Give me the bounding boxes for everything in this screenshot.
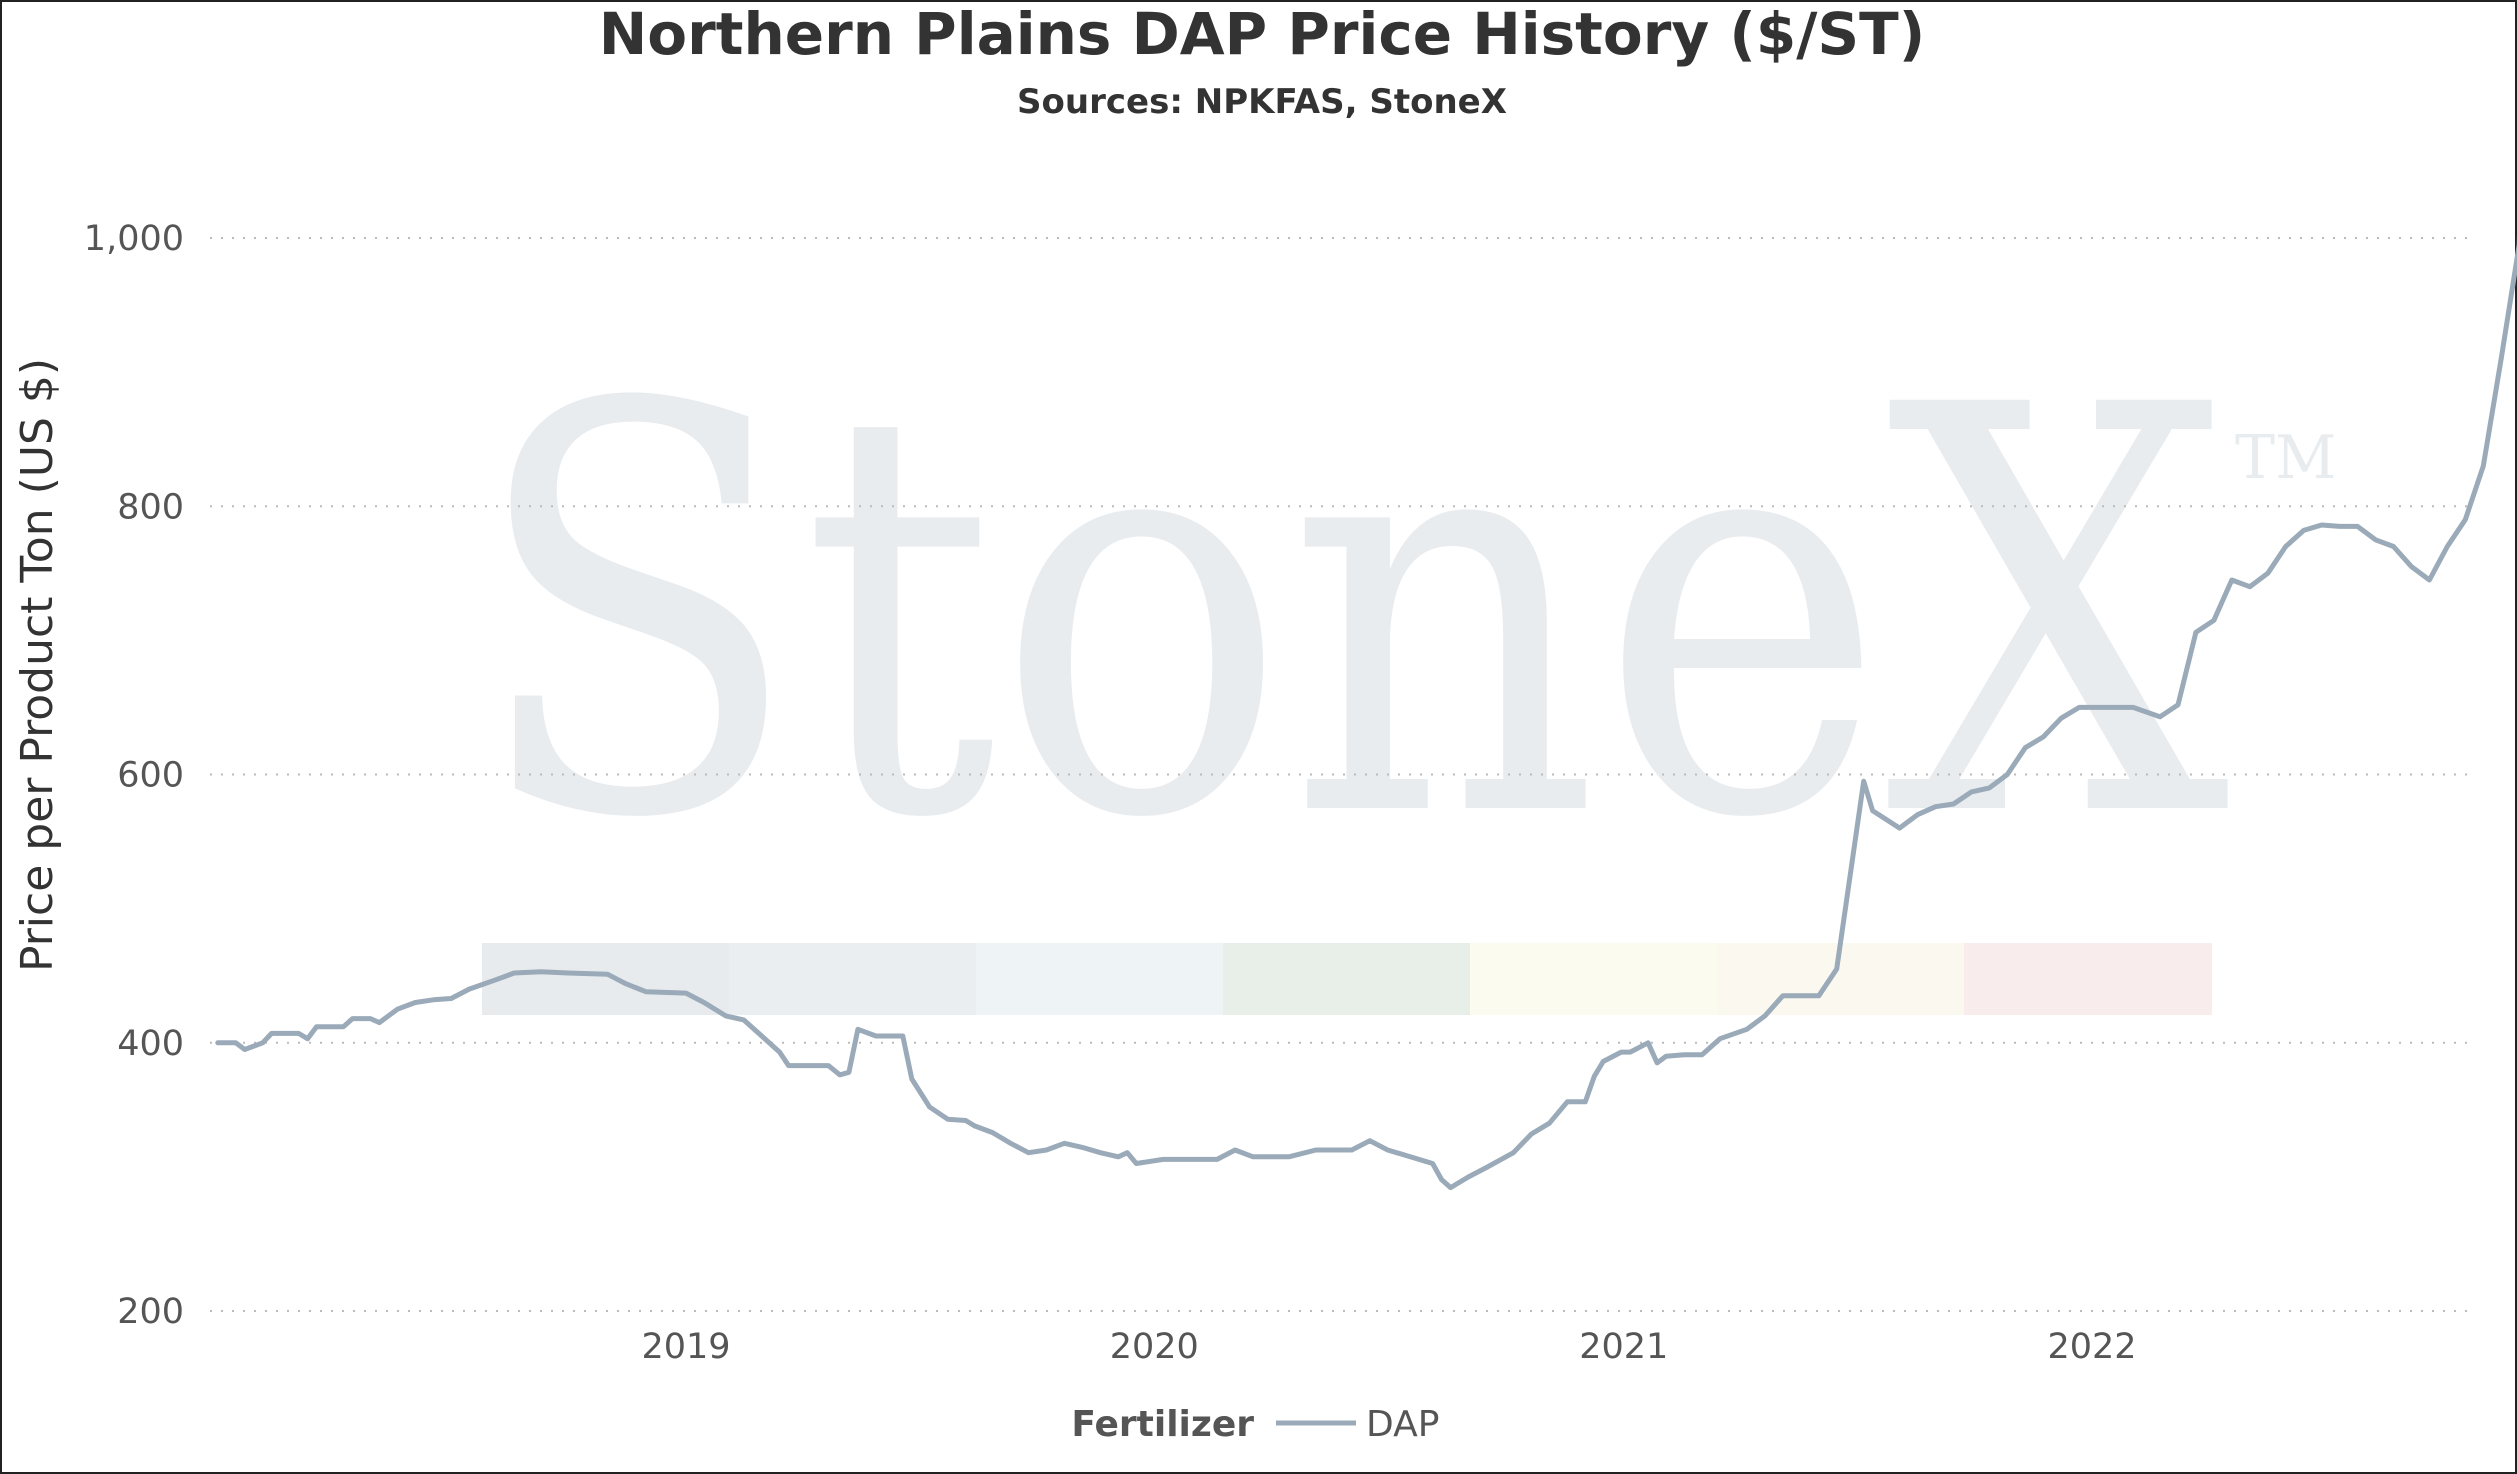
y-tick-label: 800 (117, 487, 184, 527)
watermark-tm: TM (2235, 423, 2336, 493)
chart-title: Northern Plains DAP Price History ($/ST) (599, 0, 1926, 68)
chart-subtitle: Sources: NPKFAS, StoneX (1017, 82, 1507, 122)
y-tick-label: 200 (117, 1292, 184, 1332)
series-group (215, 202, 2517, 1191)
x-tick-label: 2022 (2047, 1327, 2136, 1367)
x-axis-tick-labels: 2019 2020 2021 2022 (641, 1327, 2136, 1367)
legend-label-dap: DAP (1366, 1404, 1439, 1445)
watermark: StoneX TM (470, 289, 2336, 1015)
watermark-band-7 (1964, 943, 2212, 1015)
watermark-band-4 (1223, 943, 1470, 1015)
x-tick-label: 2020 (1110, 1327, 1199, 1367)
watermark-band-5 (1470, 943, 1717, 1015)
y-axis-title: Price per Product Ton (US $) (12, 358, 63, 972)
y-axis-tick-labels: 200 400 600 800 1,000 (84, 219, 184, 1332)
y-tick-label: 1,000 (84, 219, 184, 259)
watermark-text: StoneX (470, 289, 2233, 941)
x-tick-label: 2021 (1579, 1327, 1668, 1367)
y-tick-label: 400 (117, 1024, 184, 1064)
watermark-band-2 (729, 943, 976, 1015)
series-line-dap[interactable] (215, 202, 2517, 1191)
x-tick-label: 2019 (641, 1327, 730, 1367)
watermark-band-1 (482, 943, 729, 1015)
y-tick-label: 600 (117, 756, 184, 796)
legend[interactable]: Fertilizer DAP (1071, 1404, 1439, 1445)
legend-title: Fertilizer (1071, 1404, 1254, 1445)
watermark-band-3 (976, 943, 1223, 1015)
